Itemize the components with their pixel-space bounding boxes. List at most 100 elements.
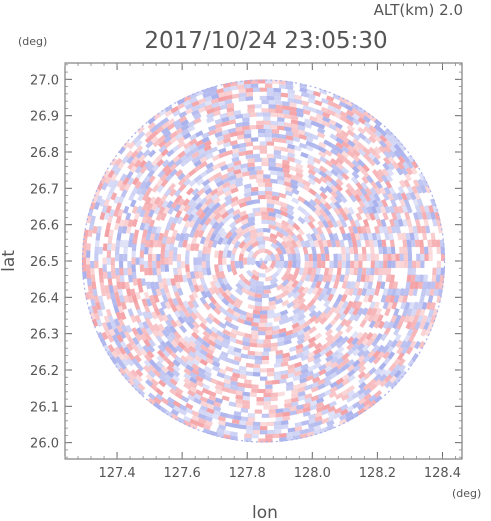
heatmap-cell — [153, 307, 161, 316]
heatmap-cell — [362, 110, 372, 118]
heatmap-cell — [317, 392, 326, 399]
heatmap-cell — [313, 208, 322, 218]
heatmap-cell — [199, 217, 207, 226]
heatmap-cell — [424, 253, 429, 261]
heatmap-cell — [209, 280, 217, 290]
heatmap-cell — [297, 120, 306, 127]
heatmap-cell — [403, 198, 411, 207]
heatmap-cell — [172, 297, 179, 307]
heatmap-cell — [132, 136, 141, 145]
heatmap-cell — [382, 225, 389, 234]
heatmap-cell — [207, 201, 216, 210]
heatmap-cell — [148, 175, 156, 184]
heatmap-cell — [293, 370, 303, 377]
heatmap-cell — [270, 242, 279, 250]
heatmap-cell — [423, 246, 429, 255]
heatmap-cell — [351, 113, 361, 121]
heatmap-cell — [382, 162, 390, 171]
heatmap-cell — [334, 122, 343, 130]
heatmap-cell — [373, 135, 382, 144]
heatmap-cell — [234, 297, 243, 306]
heatmap-cell — [148, 246, 153, 255]
heatmap-cell — [347, 306, 356, 316]
heatmap-cell — [191, 109, 200, 117]
heatmap-cell — [128, 232, 135, 241]
heatmap-cell — [247, 250, 255, 259]
heatmap-cell — [286, 208, 295, 216]
heatmap-cell — [252, 421, 261, 427]
heatmap-cell — [330, 148, 339, 156]
heatmap-cell — [431, 218, 438, 227]
heatmap-cell — [319, 197, 328, 206]
heatmap-cell — [166, 401, 176, 409]
heatmap-cell — [231, 267, 238, 276]
heatmap-cell — [391, 211, 398, 221]
heatmap-cell — [201, 253, 207, 262]
heatmap-cell — [167, 297, 175, 307]
heatmap-cell — [226, 170, 235, 178]
heatmap-cell — [117, 225, 124, 234]
heatmap-cell — [224, 194, 233, 202]
heatmap-cell — [386, 301, 394, 310]
heatmap-cell — [263, 120, 271, 125]
heatmap-cell — [384, 374, 393, 383]
heatmap-cell — [134, 348, 143, 357]
heatmap-cell — [264, 83, 273, 88]
heatmap-cell — [203, 302, 212, 311]
heatmap-cell — [222, 328, 231, 336]
heatmap-cell — [257, 248, 266, 254]
heatmap-cell — [91, 318, 99, 328]
heatmap-cell — [233, 160, 242, 167]
heatmap-cell — [416, 225, 423, 234]
heatmap-cell — [283, 126, 292, 132]
heatmap-cell — [223, 378, 232, 385]
heatmap-cell — [179, 324, 188, 334]
heatmap-cell — [345, 280, 352, 290]
heatmap-cell — [141, 192, 150, 202]
heatmap-cell — [328, 267, 334, 276]
heatmap-cell — [264, 266, 274, 274]
heatmap-cell — [148, 359, 157, 368]
heatmap-cell — [339, 274, 345, 283]
heatmap-cell — [205, 261, 211, 269]
heatmap-cell — [203, 370, 213, 378]
heatmap-cell — [348, 313, 356, 322]
heatmap-cell — [328, 123, 337, 131]
heatmap-cell — [123, 246, 128, 255]
heatmap-cell — [233, 415, 242, 421]
heatmap-cell — [431, 274, 437, 283]
heatmap-cell — [97, 308, 104, 317]
heatmap-cell — [347, 139, 356, 148]
heatmap-cell — [282, 109, 291, 115]
heatmap-cell — [115, 298, 122, 307]
heatmap-cell — [189, 271, 196, 280]
heatmap-cell — [86, 278, 92, 287]
heatmap-cell — [322, 293, 330, 302]
heatmap-cell — [424, 225, 431, 234]
heatmap-cell — [95, 232, 101, 241]
heatmap-cell — [198, 211, 206, 220]
heatmap-cell — [160, 179, 169, 188]
heatmap-cell — [326, 293, 335, 302]
heatmap-cell — [177, 135, 186, 144]
heatmap-cell — [297, 205, 306, 214]
heatmap-cell — [292, 375, 301, 382]
heatmap-cell — [389, 218, 396, 227]
heatmap-cell — [104, 229, 110, 238]
heatmap-cell — [278, 253, 285, 261]
heatmap-cell — [146, 202, 154, 212]
heatmap-cell — [247, 220, 256, 227]
heatmap-cell — [141, 202, 149, 212]
heatmap-cell — [290, 392, 299, 399]
heatmap-cell — [104, 175, 112, 185]
heatmap-cell — [160, 243, 166, 252]
heatmap-cell — [177, 274, 184, 283]
heatmap-cell — [160, 257, 165, 265]
heatmap-cell — [264, 182, 273, 188]
heatmap-cell — [251, 269, 260, 277]
heatmap-cell — [381, 168, 390, 177]
heatmap-cell — [206, 246, 212, 255]
heatmap-cell — [204, 187, 213, 196]
heatmap-cell — [86, 250, 91, 258]
heatmap-cell — [396, 167, 404, 176]
